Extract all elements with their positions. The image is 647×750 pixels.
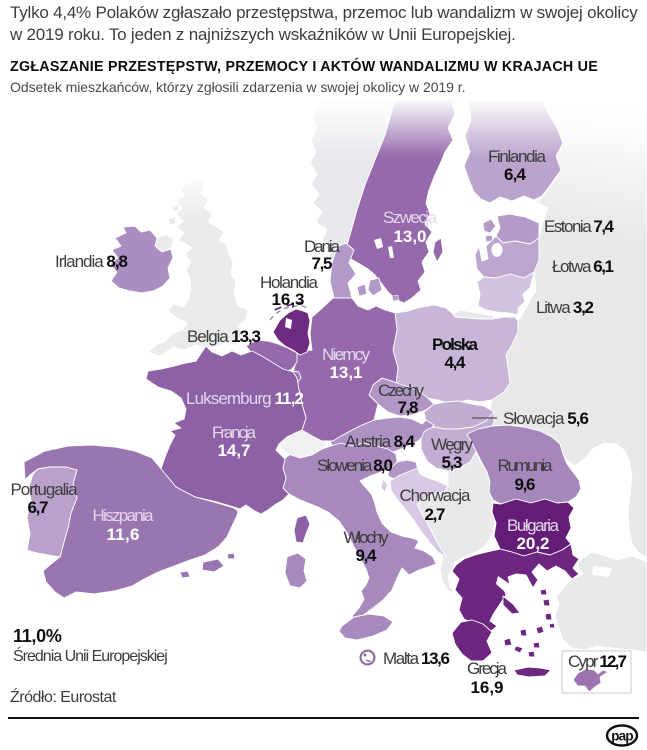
svg-text:Bułgaria: Bułgaria — [507, 516, 560, 535]
svg-text:14,7: 14,7 — [218, 441, 251, 460]
svg-text:6,7: 6,7 — [28, 498, 49, 517]
svg-text:7,5: 7,5 — [312, 254, 333, 273]
svg-text:Portugalia: Portugalia — [11, 480, 79, 499]
svg-text:Belgia 13,3: Belgia 13,3 — [187, 327, 261, 346]
svg-text:13,0: 13,0 — [394, 227, 427, 246]
svg-text:Słowacja 5,6: Słowacja 5,6 — [503, 409, 589, 428]
svg-text:Luksemburg 11,2: Luksemburg 11,2 — [186, 389, 304, 408]
svg-text:Chorwacja: Chorwacja — [400, 486, 472, 505]
svg-text:Litwa 3,2: Litwa 3,2 — [536, 298, 594, 317]
svg-text:Dania: Dania — [304, 237, 341, 256]
svg-text:20,2: 20,2 — [517, 534, 550, 553]
svg-text:5,3: 5,3 — [442, 453, 463, 472]
svg-text:16,9: 16,9 — [471, 678, 504, 697]
svg-text:Finlandia: Finlandia — [488, 147, 547, 166]
svg-text:11,6: 11,6 — [107, 525, 140, 544]
svg-text:2,7: 2,7 — [425, 505, 446, 524]
svg-text:Estonia 7,4: Estonia 7,4 — [544, 217, 615, 236]
svg-text:Polska: Polska — [432, 335, 479, 354]
svg-text:Włochy: Włochy — [344, 528, 390, 547]
svg-text:Irlandia 8,8: Irlandia 8,8 — [55, 252, 128, 271]
svg-text:Cypr 12,7: Cypr 12,7 — [568, 652, 627, 671]
svg-text:4,4: 4,4 — [445, 353, 467, 372]
svg-text:Malta 13,6: Malta 13,6 — [383, 649, 450, 668]
svg-text:9,4: 9,4 — [356, 546, 378, 565]
svg-text:Niemcy: Niemcy — [322, 345, 371, 364]
svg-text:Austria 8,4: Austria 8,4 — [345, 432, 416, 451]
svg-text:16,3: 16,3 — [272, 290, 305, 309]
svg-text:Łotwa 6,1: Łotwa 6,1 — [552, 257, 614, 276]
svg-text:Francja: Francja — [212, 423, 257, 442]
svg-text:9,6: 9,6 — [515, 475, 536, 494]
svg-text:Słowenia 8,0: Słowenia 8,0 — [317, 456, 393, 475]
svg-text:Czechy: Czechy — [378, 381, 425, 400]
svg-text:Węgry: Węgry — [431, 435, 474, 454]
svg-text:Grecja: Grecja — [467, 659, 508, 678]
svg-text:7,8: 7,8 — [398, 398, 419, 417]
svg-text:Szwecja: Szwecja — [383, 208, 438, 227]
svg-text:Holandia: Holandia — [260, 273, 319, 292]
svg-text:Rumunia: Rumunia — [498, 456, 554, 475]
svg-text:pap: pap — [611, 729, 633, 744]
svg-text:Hiszpania: Hiszpania — [93, 506, 155, 525]
svg-text:6,4: 6,4 — [504, 165, 527, 184]
svg-text:13,1: 13,1 — [330, 363, 363, 382]
